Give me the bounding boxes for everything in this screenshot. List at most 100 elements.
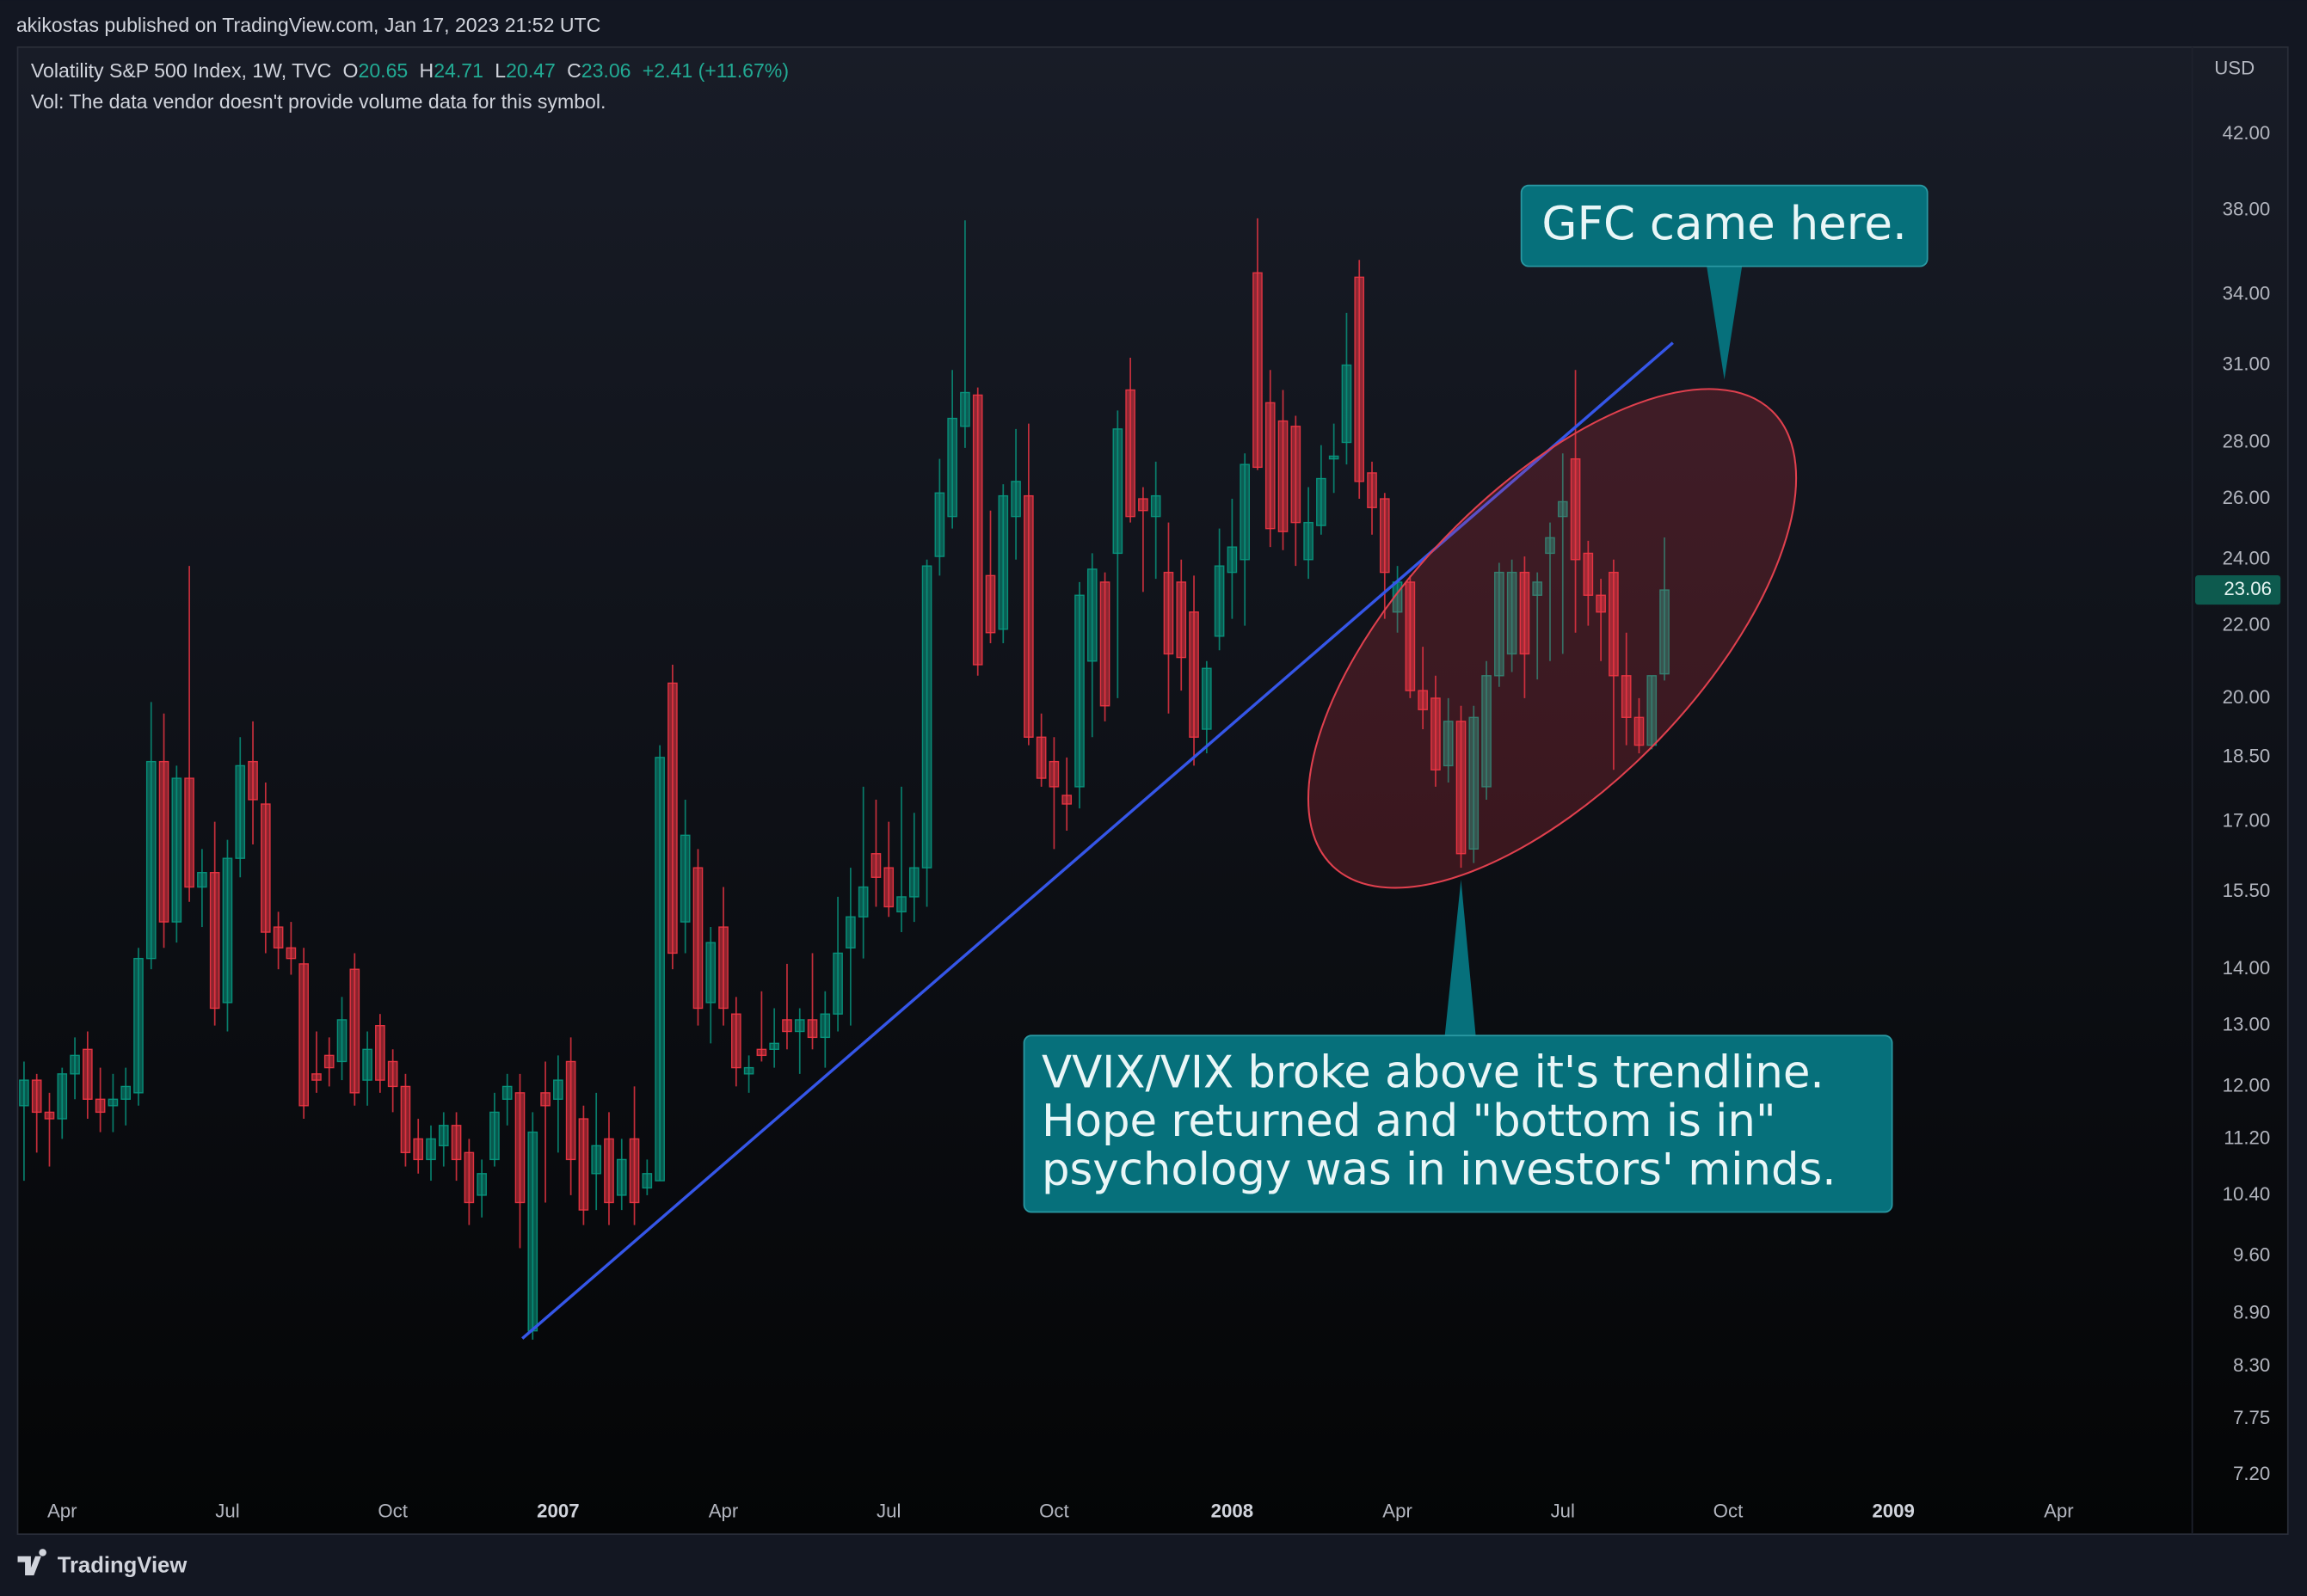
candle-body xyxy=(540,1092,551,1107)
candle-body xyxy=(171,777,182,923)
candle-body xyxy=(604,1138,614,1204)
candle-body xyxy=(667,682,678,955)
x-tick-label: Oct xyxy=(378,1500,408,1521)
candle-body xyxy=(336,1019,348,1063)
candle-body xyxy=(158,760,169,923)
x-tick-label: Oct xyxy=(1039,1500,1069,1521)
currency-label: USD xyxy=(2214,57,2255,78)
candle-body xyxy=(756,1048,767,1057)
change-value: +2.41 (+11.67%) xyxy=(643,59,789,82)
candle-body xyxy=(1545,537,1555,555)
candle-body xyxy=(1455,721,1467,855)
x-tick-label: 2007 xyxy=(537,1500,579,1521)
candle-body xyxy=(947,417,957,518)
candle-body xyxy=(1214,565,1225,637)
x-tick-label: Jul xyxy=(1551,1500,1575,1521)
x-tick-label: Apr xyxy=(2044,1500,2074,1521)
candle-body xyxy=(464,1151,475,1204)
brand-logo xyxy=(17,1549,46,1575)
candle-body xyxy=(883,867,895,908)
candle-body xyxy=(311,1073,322,1081)
candle-body xyxy=(1086,568,1098,662)
candle-body xyxy=(921,565,932,869)
y-tick-label: 22.00 xyxy=(2223,614,2271,635)
candle-body xyxy=(1049,760,1060,788)
chart-pane xyxy=(16,46,2289,1535)
candle-body xyxy=(782,1019,792,1033)
candle-body xyxy=(133,957,144,1094)
candle-body xyxy=(387,1060,398,1088)
high-value: 24.71 xyxy=(434,59,483,82)
candle-body xyxy=(642,1173,653,1189)
last-price-label: 23.06 xyxy=(2224,578,2272,599)
candle-body xyxy=(501,1085,513,1100)
last-price-marker: 23.06 xyxy=(2195,574,2281,605)
volume-note: Vol: The data vendor doesn't provide vol… xyxy=(31,90,606,113)
candle-body xyxy=(871,853,882,878)
y-tick-label: 28.00 xyxy=(2223,430,2271,451)
low-value: 20.47 xyxy=(506,59,556,82)
candle-body xyxy=(578,1118,589,1211)
ohlc-label: O xyxy=(343,59,359,82)
callout-pointer xyxy=(1707,266,1743,380)
candle-body xyxy=(1074,594,1085,788)
candle-body xyxy=(31,1079,42,1114)
callout-text: GFC came here. xyxy=(1541,197,1907,250)
candle-body xyxy=(743,1066,754,1075)
candle-body xyxy=(145,760,157,960)
candle-body xyxy=(1099,581,1110,707)
candle-body xyxy=(477,1173,487,1196)
y-tick-label: 38.00 xyxy=(2223,198,2271,219)
callout-text: psychology was in investors' minds. xyxy=(1042,1144,1836,1195)
candle-body xyxy=(1036,736,1047,779)
candle-body xyxy=(120,1085,132,1100)
x-tick-label: Jul xyxy=(215,1500,239,1521)
publisher-line: akikostas published on TradingView.com, … xyxy=(16,14,601,36)
y-tick-label: 13.00 xyxy=(2223,1014,2271,1035)
candle-body xyxy=(769,1042,779,1050)
candle-body xyxy=(260,803,271,933)
candle-body xyxy=(846,916,856,948)
candle-body xyxy=(44,1111,55,1120)
trendline xyxy=(521,341,1674,1340)
brand-name: TradingView xyxy=(58,1553,188,1577)
x-tick-label: 2009 xyxy=(1872,1500,1914,1521)
candle-body xyxy=(1202,667,1212,730)
candle-body xyxy=(616,1158,627,1196)
symbol-title: Volatility S&P 500 Index, 1W, TVC xyxy=(31,59,331,82)
candle-body xyxy=(1646,675,1658,746)
candle-body xyxy=(794,1019,805,1033)
y-tick-label: 11.20 xyxy=(2224,1126,2270,1148)
y-tick-label: 7.75 xyxy=(2233,1407,2270,1428)
candle-body xyxy=(323,1054,335,1069)
candle-body xyxy=(1176,581,1187,659)
candle-body xyxy=(1609,571,1619,677)
candle-body xyxy=(820,1013,831,1039)
candle-body xyxy=(858,886,869,918)
candle-body xyxy=(514,1092,526,1204)
callout-pointer xyxy=(1444,879,1476,1036)
y-tick-label: 7.20 xyxy=(2233,1463,2270,1484)
candle-body xyxy=(19,1079,29,1107)
candle-body xyxy=(1264,402,1276,530)
candle-body xyxy=(1138,498,1148,512)
candle-body xyxy=(1163,571,1174,655)
x-tick-label: 2008 xyxy=(1211,1500,1253,1521)
candle-body xyxy=(197,872,207,888)
y-tick-label: 8.90 xyxy=(2233,1301,2270,1323)
candle-body xyxy=(184,777,194,888)
candle-body xyxy=(222,857,233,1004)
candle-body xyxy=(438,1125,449,1147)
y-tick-label: 9.60 xyxy=(2233,1244,2270,1266)
footer: TradingView xyxy=(17,1549,188,1577)
y-tick-label: 42.00 xyxy=(2223,122,2271,144)
candle-body xyxy=(1443,721,1454,767)
candle-body xyxy=(934,492,945,557)
candle-body xyxy=(1633,716,1645,746)
candle-body xyxy=(1418,690,1428,710)
candle-body xyxy=(1125,389,1135,518)
candle-body xyxy=(1596,594,1606,613)
candle-body xyxy=(1024,494,1034,738)
candle-body xyxy=(1150,494,1161,518)
candle-body xyxy=(908,867,920,898)
